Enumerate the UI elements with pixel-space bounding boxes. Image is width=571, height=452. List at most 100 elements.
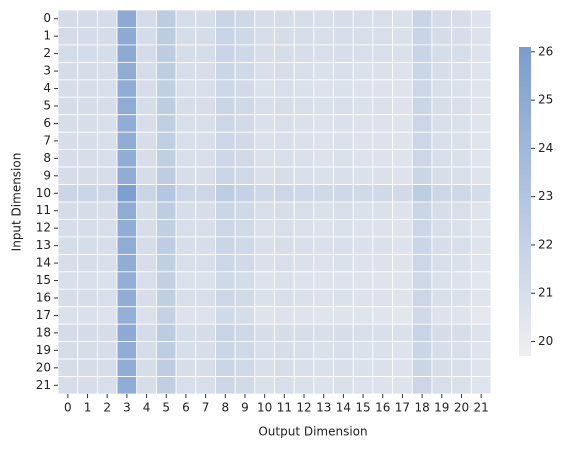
heatmap-cell [392,96,413,116]
heatmap-cell [136,96,157,116]
heatmap-cell [136,131,157,151]
x-tick-label: 2 [103,401,111,415]
heatmap-cell [274,61,295,81]
heatmap-cell [195,271,216,290]
heatmap-cell [234,358,256,377]
heatmap-cell [470,376,492,395]
heatmap-cell [411,9,433,28]
heatmap-cell [392,341,413,360]
heatmap-cell [431,96,453,116]
heatmap-cell [175,219,197,238]
heatmap-cell [372,9,393,28]
heatmap-cell [254,306,275,325]
heatmap-cell [77,288,98,308]
heatmap-cell [136,79,157,98]
heatmap-cell [372,376,393,395]
heatmap-cell [136,166,157,185]
heatmap-cell [77,376,98,395]
heatmap-cell [392,184,413,203]
heatmap-cell [57,201,79,220]
heatmap-cell [274,253,295,273]
heatmap-cell [352,306,374,325]
heatmap-cell [234,201,256,220]
heatmap-cell [57,306,79,325]
x-tick-label: 12 [296,401,311,415]
heatmap-cell [77,219,98,238]
heatmap-cell [254,323,275,343]
heatmap-cell [215,114,236,133]
heatmap-cell [411,96,433,116]
heatmap-cell [254,131,275,151]
heatmap-cell [156,131,177,151]
heatmap-cell [136,44,157,63]
heatmap-cell [96,341,118,360]
heatmap-cell [431,79,453,98]
heatmap-cell [333,79,354,98]
heatmap-cell [431,253,453,273]
heatmap-cell [57,288,79,308]
heatmap-cell [175,376,197,395]
heatmap-cell [116,114,138,133]
heatmap-cell [293,61,315,81]
heatmap-cell [411,271,433,290]
x-tick-label: 5 [162,401,170,415]
heatmap-cell [411,131,433,151]
heatmap-cell [195,184,216,203]
heatmap-cell [372,271,393,290]
heatmap-cell [77,96,98,116]
x-tick-label: 11 [277,401,292,415]
heatmap-cell [392,219,413,238]
x-tick-label: 18 [414,401,429,415]
heatmap-cell [116,79,138,98]
heatmap-cell [96,201,118,220]
heatmap-cell [156,288,177,308]
heatmap-cell [77,27,98,46]
heatmap-cell [333,61,354,81]
heatmap-cell [116,288,138,308]
heatmap-cell [96,323,118,343]
heatmap-cell [274,219,295,238]
heatmap-cell [96,114,118,133]
heatmap-cell [136,358,157,377]
heatmap-cell [175,184,197,203]
heatmap-cell [411,61,433,81]
heatmap-cell [293,323,315,343]
heatmap-cell [175,96,197,116]
heatmap-cell [57,341,79,360]
heatmap-cell [352,253,374,273]
x-tick-label: 17 [395,401,410,415]
heatmap-cell [254,44,275,63]
heatmap-cell [470,61,492,81]
colorbar-tick-label: 24 [538,141,553,155]
heatmap-cell [333,236,354,255]
heatmap-cell [96,358,118,377]
heatmap-cell [392,323,413,343]
heatmap-cell [372,201,393,220]
y-tick-label: 8 [43,151,51,165]
heatmap-cell [411,253,433,273]
heatmap-cell [96,61,118,81]
heatmap-cell [156,323,177,343]
heatmap-cell [116,358,138,377]
heatmap-cell [77,44,98,63]
heatmap-cell [215,61,236,81]
heatmap-cell [195,149,216,168]
colorbar-tick-label: 26 [538,44,553,58]
heatmap-cell [234,184,256,203]
heatmap-cell [77,236,98,255]
heatmap-cell [234,166,256,185]
heatmap-cell [274,44,295,63]
heatmap-cell [57,149,79,168]
heatmap-cell [313,79,334,98]
heatmap-cell [313,201,334,220]
heatmap-cell [77,358,98,377]
heatmap-cell [333,166,354,185]
heatmap-cell [77,61,98,81]
heatmap-cell [431,184,453,203]
heatmap-cell [116,271,138,290]
heatmap-cell [234,131,256,151]
heatmap-cell [333,149,354,168]
heatmap-cell [175,114,197,133]
heatmap-cell [96,79,118,98]
heatmap-cell [136,271,157,290]
